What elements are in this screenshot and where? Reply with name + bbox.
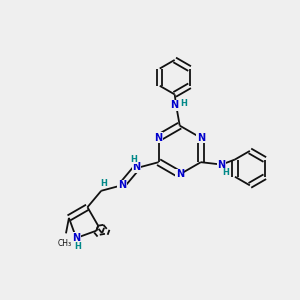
- Text: N: N: [118, 180, 126, 190]
- Text: CH₃: CH₃: [57, 239, 71, 248]
- Text: H: H: [74, 242, 81, 251]
- Text: N: N: [197, 133, 205, 143]
- Text: N: N: [154, 133, 163, 143]
- Text: H: H: [180, 99, 187, 108]
- Text: H: H: [100, 178, 107, 188]
- Text: H: H: [222, 168, 229, 177]
- Text: N: N: [176, 169, 184, 179]
- Text: H: H: [130, 155, 137, 164]
- Text: N: N: [218, 160, 226, 170]
- Text: N: N: [72, 233, 80, 243]
- Text: N: N: [170, 100, 178, 110]
- Text: N: N: [132, 162, 140, 172]
